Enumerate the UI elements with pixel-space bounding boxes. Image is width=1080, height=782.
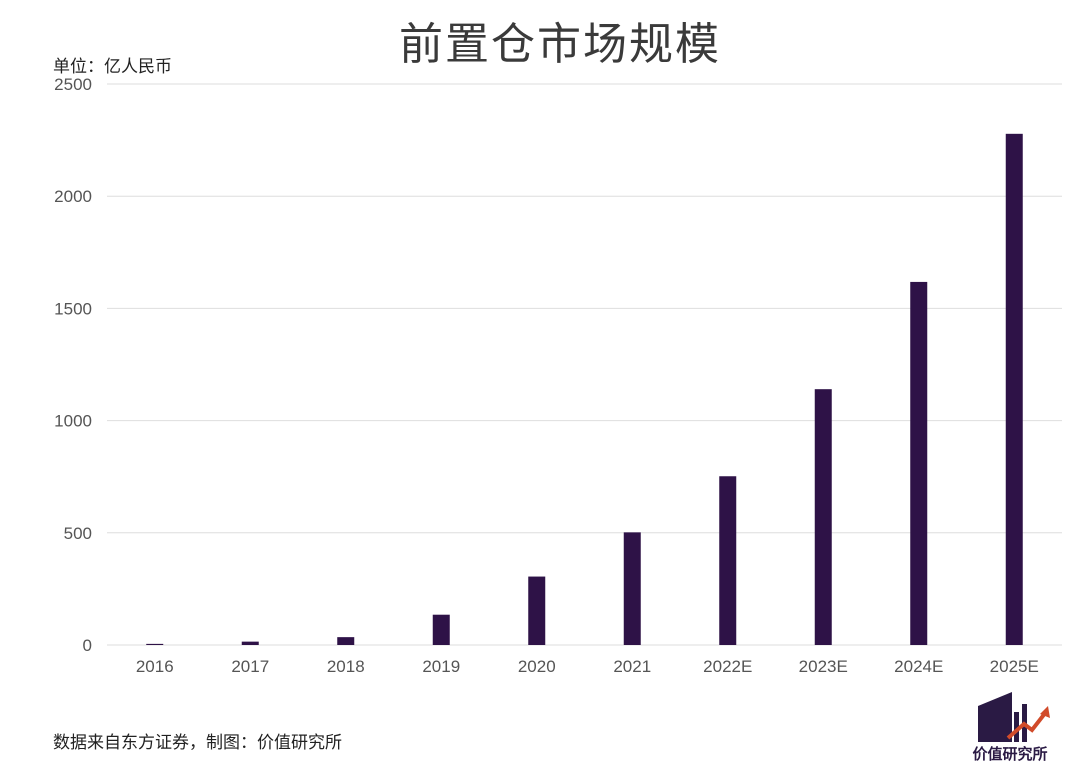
bar-2017 <box>241 641 259 645</box>
x-tick-label: 2022E <box>703 657 752 676</box>
bar-2025E <box>1005 133 1023 645</box>
x-tick-label: 2025E <box>990 657 1039 676</box>
bar-2021 <box>623 532 641 645</box>
x-tick-label: 2021 <box>613 657 651 676</box>
x-tick-label: 2020 <box>518 657 556 676</box>
bar-2022E <box>719 476 737 645</box>
x-tick-label: 2016 <box>136 657 174 676</box>
x-axis-ticks: 2016 2017 2018 2019 2020 2021 2022E 2023E 2024E 2… <box>136 657 1039 676</box>
y-tick-label: 1000 <box>54 412 92 431</box>
bar-2018 <box>337 637 355 645</box>
y-tick-label: 1500 <box>54 299 92 318</box>
x-tick-label: 2023E <box>799 657 848 676</box>
x-tick-label: 2019 <box>422 657 460 676</box>
bar-2016 <box>146 643 164 645</box>
brand-name: 价值研究所 <box>972 745 1048 763</box>
bar-2019 <box>432 614 450 645</box>
bar-2023E <box>814 389 832 645</box>
source-note: 数据来自东方证券，制图：价值研究所 <box>53 733 342 753</box>
unit-label: 单位：亿人民币 <box>53 57 172 77</box>
y-tick-label: 0 <box>83 636 92 655</box>
y-axis-ticks: 0 500 1000 1500 2000 2500 <box>54 75 92 655</box>
bar-2020 <box>528 576 546 645</box>
x-tick-label: 2017 <box>231 657 269 676</box>
x-tick-label: 2018 <box>327 657 365 676</box>
x-tick-label: 2024E <box>894 657 943 676</box>
grid-lines <box>107 83 1062 646</box>
y-tick-label: 500 <box>64 524 92 543</box>
y-tick-label: 2500 <box>54 75 92 94</box>
y-tick-label: 2000 <box>54 187 92 206</box>
bars <box>146 133 1023 645</box>
building-arrow-logo-icon <box>978 692 1050 742</box>
chart-title: 前置仓市场规模 <box>399 19 721 70</box>
bar-2024E <box>910 281 928 645</box>
